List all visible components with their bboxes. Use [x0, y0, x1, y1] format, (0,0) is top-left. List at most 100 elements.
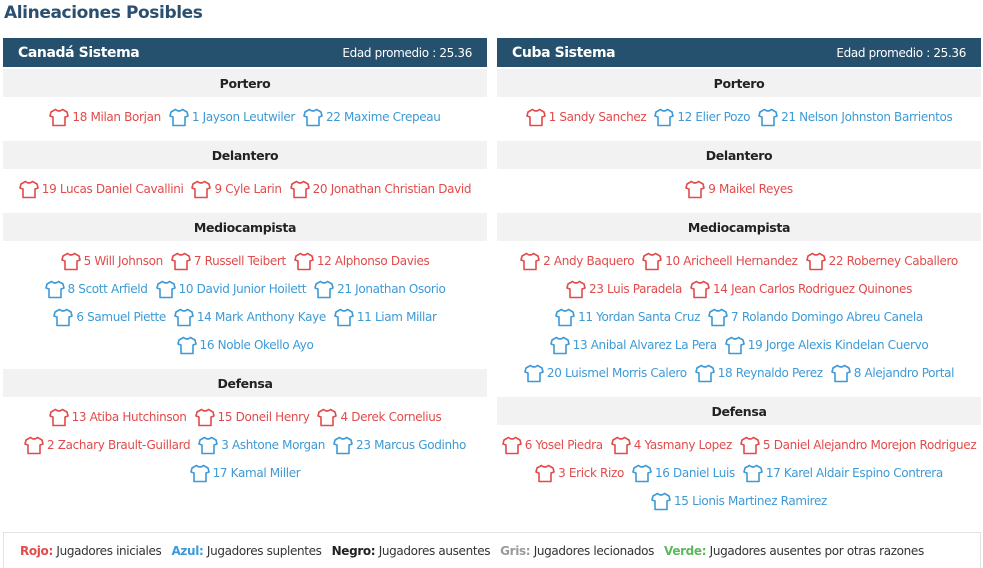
- player-link[interactable]: 7 Russell Teibert: [171, 252, 286, 271]
- player-name: Atiba Hutchinson: [89, 410, 187, 424]
- player-name: Yordan Santa Cruz: [596, 310, 701, 324]
- shirt-icon: [830, 364, 851, 382]
- player-row: 11 Yordan Santa Cruz 7 Rolando Domingo Ab…: [497, 303, 981, 331]
- player-name: Alejandro Portal: [864, 366, 955, 380]
- player-link[interactable]: 3 Ashtone Morgan: [198, 436, 325, 455]
- player-name: Erick Rizo: [568, 466, 624, 480]
- player-link[interactable]: 21 Nelson Johnston Barrientos: [758, 108, 953, 127]
- player-link[interactable]: 22 Maxime Crepeau: [303, 108, 441, 127]
- player-link[interactable]: 2 Zachary Brault-Guillard: [24, 436, 191, 455]
- player-link[interactable]: 4 Yasmany Lopez: [610, 436, 733, 455]
- player-link[interactable]: 22 Roberney Caballero: [805, 252, 958, 271]
- player-number: 13: [71, 410, 87, 424]
- player-name: Russell Teibert: [204, 254, 287, 268]
- player-link[interactable]: 5 Daniel Alejandro Morejon Rodriguez: [740, 436, 977, 455]
- player-row: 9 Maikel Reyes: [497, 175, 981, 203]
- player-number: 8: [853, 366, 862, 380]
- player-link[interactable]: 18 Reynaldo Perez: [694, 364, 823, 383]
- player-link[interactable]: 8 Alejandro Portal: [830, 364, 955, 383]
- player-link[interactable]: 7 Rolando Domingo Abreu Canela: [708, 308, 923, 327]
- player-rows: 6 Yosel Piedra 4 Yasmany Lopez 5 Daniel Al…: [497, 425, 981, 523]
- player-number: 10: [665, 254, 680, 268]
- shirt-icon: [49, 108, 70, 126]
- player-name: Zachary Brault-Guillard: [57, 438, 191, 452]
- player-link[interactable]: 16 Daniel Luis: [632, 464, 735, 483]
- player-link[interactable]: 23 Luis Paradela: [566, 280, 682, 299]
- shirt-icon: [610, 436, 631, 454]
- shirt-icon: [174, 308, 194, 326]
- player-link[interactable]: 16 Noble Okello Ayo: [176, 336, 314, 355]
- player-row: 17 Kamal Miller: [3, 459, 487, 487]
- player-link[interactable]: 3 Erick Rizo: [535, 464, 624, 483]
- shirt-icon: [198, 436, 219, 454]
- shirt-icon: [642, 252, 663, 270]
- player-rows: 9 Maikel Reyes: [497, 169, 981, 211]
- player-link[interactable]: 23 Marcus Godinho: [333, 436, 466, 455]
- player-link[interactable]: 17 Kamal Miller: [189, 464, 301, 483]
- legend-key: Rojo:: [20, 543, 53, 558]
- player-row: 13 Atiba Hutchinson 15 Doneil Henry 4 Dere…: [3, 403, 487, 431]
- player-name: Liam Millar: [374, 310, 437, 324]
- player-link[interactable]: 1 Sandy Sanchez: [525, 108, 647, 127]
- player-link[interactable]: 18 Milan Borjan: [49, 108, 161, 127]
- player-number: 10: [178, 282, 194, 296]
- player-link[interactable]: 20 Jonathan Christian David: [289, 180, 472, 199]
- player-number: 2: [543, 254, 551, 268]
- player-link[interactable]: 14 Jean Carlos Rodriguez Quinones: [690, 280, 912, 299]
- player-link[interactable]: 12 Elier Pozo: [654, 108, 750, 127]
- player-name: Derek Cornelius: [351, 410, 442, 424]
- player-link[interactable]: 13 Atiba Hutchinson: [48, 408, 187, 427]
- player-number: 8: [67, 282, 76, 296]
- shirt-icon: [708, 308, 728, 326]
- player-link[interactable]: 14 Mark Anthony Kaye: [174, 308, 326, 327]
- shirt-icon: [18, 180, 39, 198]
- player-link[interactable]: 5 Will Johnson: [60, 252, 163, 271]
- shirt-icon: [524, 364, 544, 382]
- player-link[interactable]: 2 Andy Baquero: [520, 252, 635, 271]
- player-link[interactable]: 9 Cyle Larin: [191, 180, 282, 199]
- shirt-icon: [191, 180, 212, 198]
- player-number: 7: [731, 310, 739, 324]
- shirt-icon: [566, 280, 586, 298]
- player-link[interactable]: 19 Jorge Alexis Kindelan Cuervo: [724, 336, 929, 355]
- player-link[interactable]: 8 Scott Arfield: [44, 280, 148, 299]
- player-link[interactable]: 6 Samuel Piette: [53, 308, 166, 327]
- player-name: David Junior Hoilett: [196, 282, 307, 296]
- shirt-icon: [171, 252, 191, 270]
- player-link[interactable]: 1 Jayson Leutwiler: [169, 108, 295, 127]
- player-link[interactable]: 17 Karel Aldair Espino Contrera: [743, 464, 943, 483]
- player-name: Elier Pozo: [695, 110, 751, 124]
- player-name: Nelson Johnston Barrientos: [799, 110, 953, 124]
- player-link[interactable]: 12 Alphonso Davies: [294, 252, 430, 271]
- player-link[interactable]: 21 Jonathan Osorio: [314, 280, 446, 299]
- page-title: Alineaciones Posibles: [4, 3, 203, 23]
- player-link[interactable]: 19 Lucas Daniel Cavallini: [18, 180, 184, 199]
- player-link[interactable]: 15 Doneil Henry: [194, 408, 310, 427]
- player-link[interactable]: 10 David Junior Hoilett: [155, 280, 307, 299]
- player-link[interactable]: 11 Liam Millar: [334, 308, 437, 327]
- shirt-icon: [724, 336, 745, 354]
- team-panel: Cuba Sistema Edad promedio : 25.36 Portero…: [497, 38, 981, 523]
- player-link[interactable]: 20 Luismel Morris Calero: [524, 364, 687, 383]
- player-name: Yasmany Lopez: [644, 438, 733, 452]
- player-name: Anibal Alvarez La Pera: [590, 338, 717, 352]
- player-link[interactable]: 10 Aricheell Hernandez: [642, 252, 798, 271]
- position-header: Mediocampista: [3, 213, 487, 241]
- shirt-icon: [194, 408, 215, 426]
- player-link[interactable]: 6 Yosel Piedra: [501, 436, 603, 455]
- player-link[interactable]: 4 Derek Cornelius: [317, 408, 442, 427]
- player-number: 14: [196, 310, 212, 324]
- player-name: Sandy Sanchez: [559, 110, 647, 124]
- player-link[interactable]: 13 Anibal Alvarez La Pera: [549, 336, 717, 355]
- legend-key: Negro:: [331, 543, 376, 558]
- player-link[interactable]: 15 Lionis Martinez Ramirez: [651, 492, 827, 511]
- legend-text: Jugadores ausentes: [378, 543, 491, 558]
- player-link[interactable]: 11 Yordan Santa Cruz: [555, 308, 700, 327]
- player-number: 21: [781, 110, 796, 124]
- player-link[interactable]: 9 Maikel Reyes: [685, 180, 793, 199]
- shirt-icon: [155, 280, 176, 298]
- player-number: 3: [221, 438, 229, 452]
- player-number: 14: [713, 282, 728, 296]
- player-number: 19: [41, 182, 57, 196]
- player-rows: 1 Sandy Sanchez 12 Elier Pozo 21 Nelson Jo…: [497, 97, 981, 139]
